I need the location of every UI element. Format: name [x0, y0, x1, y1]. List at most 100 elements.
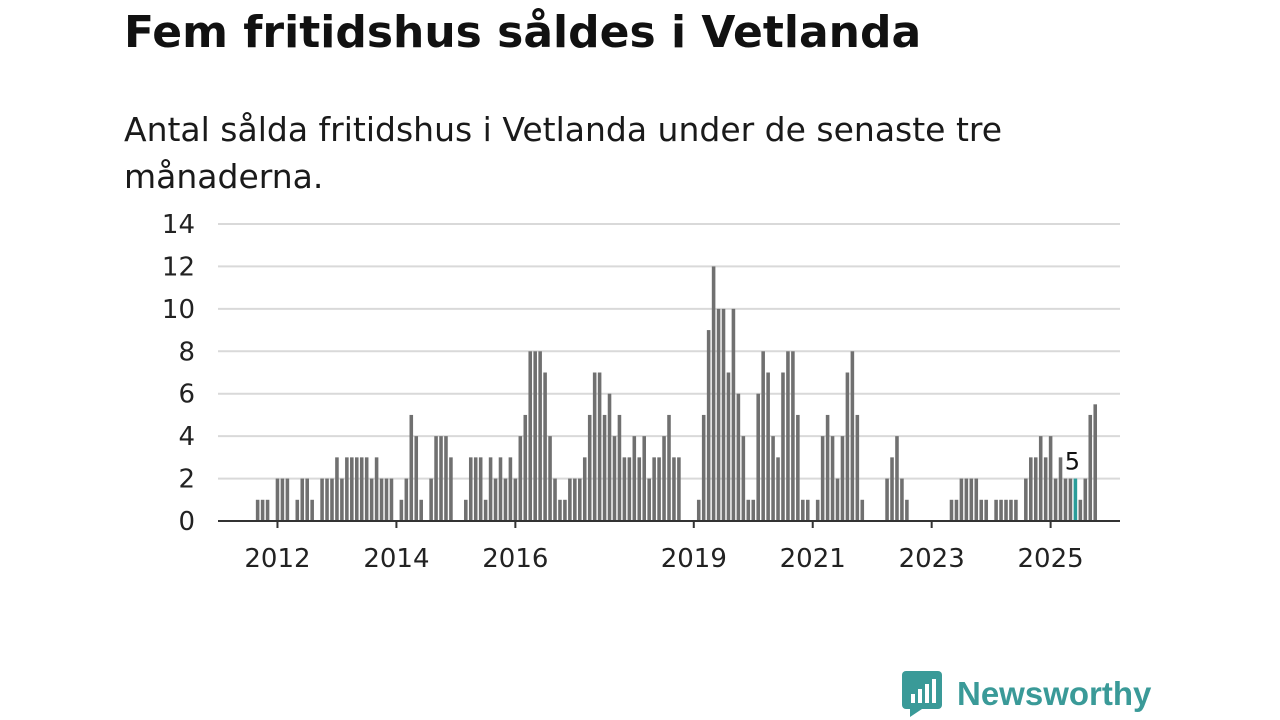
bar	[523, 414, 528, 521]
bar	[300, 478, 305, 521]
bar	[255, 499, 260, 521]
bar	[949, 499, 954, 521]
bar	[578, 478, 582, 521]
x-tick-label: 2016	[482, 544, 548, 574]
bar	[488, 457, 493, 521]
bar	[840, 436, 845, 521]
bar	[900, 478, 904, 521]
x-tick-label: 2014	[363, 544, 429, 574]
bar	[533, 351, 537, 521]
y-tick-label: 12	[162, 252, 195, 282]
bar	[617, 414, 622, 521]
newsworthy-logo: Newsworthy	[902, 670, 1151, 718]
bar	[295, 499, 300, 521]
bar-chart: 0 2 4 6 8 10 12 14 2012 2014 2016 2019 2021 2023 2025…	[162, 210, 1120, 574]
bar	[756, 393, 760, 521]
bar	[449, 457, 453, 521]
bar	[885, 478, 889, 521]
bar	[627, 457, 632, 521]
bar	[503, 478, 508, 521]
bar	[860, 499, 865, 521]
bar	[786, 351, 790, 521]
y-tick-label: 14	[162, 210, 195, 240]
x-tick-label: 2021	[780, 544, 846, 574]
bar	[855, 414, 860, 521]
bar	[677, 457, 681, 521]
bar	[1029, 457, 1033, 521]
bar	[796, 414, 800, 521]
logo-text: Newsworthy	[957, 675, 1152, 712]
highlight-value-label: 5	[1065, 448, 1080, 476]
bar	[592, 372, 597, 521]
bar	[1004, 499, 1008, 521]
bar	[622, 457, 627, 521]
bar	[305, 478, 309, 521]
bar	[493, 478, 498, 521]
y-axis-ticks: 0 2 4 6 8 10 12 14	[162, 210, 195, 537]
bar	[1033, 457, 1038, 521]
bar	[1068, 478, 1073, 521]
bar	[979, 499, 984, 521]
bar	[404, 478, 409, 521]
bar	[340, 478, 344, 521]
bar	[721, 308, 726, 521]
bar	[850, 351, 855, 521]
bar	[632, 436, 637, 521]
bar	[538, 351, 542, 521]
bar	[265, 499, 270, 521]
bar	[369, 478, 374, 521]
bar	[781, 372, 785, 521]
bar	[731, 308, 736, 521]
x-axis: 2012 2014 2016 2019 2021 2023 2025	[218, 520, 1120, 574]
bar	[573, 478, 577, 521]
bar	[414, 436, 419, 521]
bar	[325, 478, 329, 521]
bar	[364, 457, 369, 521]
bar	[543, 372, 547, 521]
bar	[969, 478, 974, 521]
bar	[716, 308, 721, 521]
bar	[359, 457, 364, 521]
bar	[558, 499, 562, 521]
bar	[845, 372, 850, 521]
bar	[285, 478, 290, 521]
bar	[746, 499, 751, 521]
bar	[528, 351, 533, 521]
bar	[310, 499, 314, 521]
bar	[706, 330, 711, 521]
bar	[820, 436, 825, 521]
bars	[255, 266, 1098, 521]
bar	[473, 457, 478, 521]
bar	[464, 499, 468, 521]
bar	[320, 478, 324, 521]
bar	[751, 499, 756, 521]
bar	[379, 478, 384, 521]
bar	[667, 414, 671, 521]
bar	[354, 457, 359, 521]
bar	[1043, 457, 1048, 521]
bar	[999, 499, 1003, 521]
bar	[662, 436, 666, 521]
bar	[419, 499, 423, 521]
bar	[776, 457, 780, 521]
bar	[825, 414, 830, 521]
bar	[657, 457, 661, 521]
bar	[791, 351, 795, 521]
bar	[548, 436, 552, 521]
bar	[642, 436, 647, 521]
bar	[518, 436, 523, 521]
bar	[954, 499, 959, 521]
bar	[771, 436, 775, 521]
annotations: 5	[1065, 448, 1080, 476]
bar	[984, 499, 988, 521]
bar	[374, 457, 379, 521]
bar	[1009, 499, 1013, 521]
bar	[275, 478, 280, 521]
bar	[1078, 499, 1083, 521]
bar	[384, 478, 389, 521]
bar	[345, 457, 349, 521]
bar	[905, 499, 909, 521]
bar	[1088, 414, 1093, 521]
bar	[612, 436, 617, 521]
bar	[672, 457, 676, 521]
